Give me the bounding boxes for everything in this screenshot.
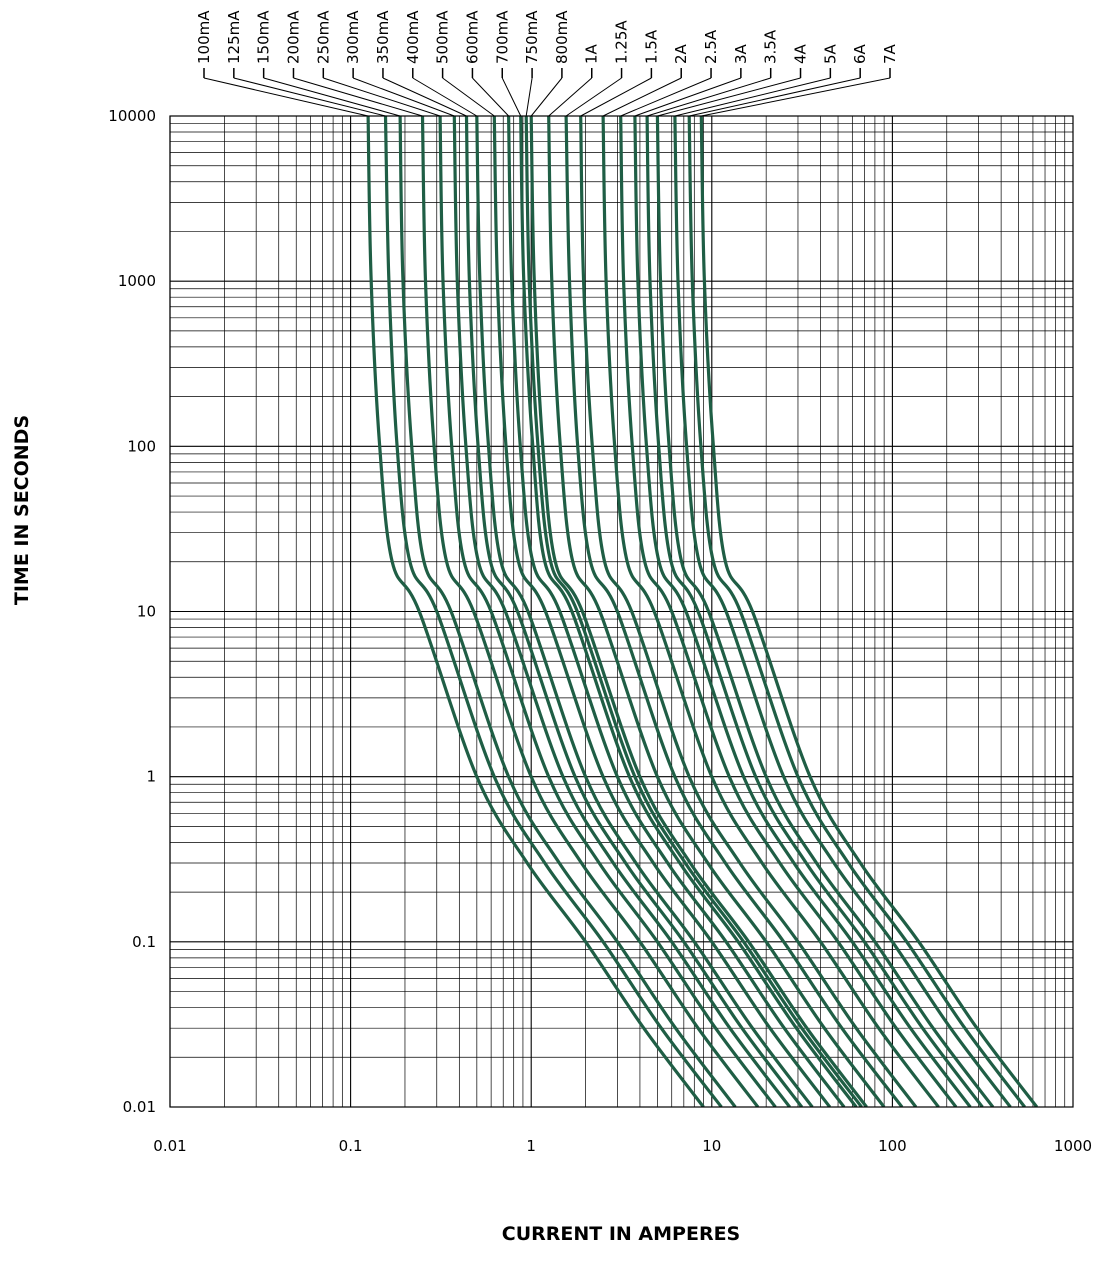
leader-line bbox=[382, 77, 467, 117]
series-label-1.25A: 1.25A bbox=[613, 20, 631, 64]
x-tick-label: 10 bbox=[702, 1137, 721, 1155]
leader-line bbox=[323, 77, 441, 117]
x-tick-label: 100 bbox=[878, 1137, 907, 1155]
series-label-800mA: 800mA bbox=[553, 10, 571, 64]
fuse-curve-200mA bbox=[420, 116, 760, 1107]
series-label-125mA: 125mA bbox=[225, 10, 243, 64]
leader-line bbox=[501, 77, 522, 117]
series-label-6A: 6A bbox=[851, 43, 869, 64]
leader-line bbox=[525, 77, 533, 117]
series-label-350mA: 350mA bbox=[374, 10, 392, 64]
fuse-curve-125mA bbox=[383, 116, 723, 1107]
series-label-400mA: 400mA bbox=[404, 10, 422, 64]
fuse-curve-700mA bbox=[519, 116, 858, 1107]
y-tick-label: 1000 bbox=[118, 272, 156, 290]
series-label-500mA: 500mA bbox=[434, 10, 452, 64]
series-label-750mA: 750mA bbox=[523, 10, 541, 64]
y-tick-label: 10000 bbox=[108, 107, 156, 125]
leader-line bbox=[674, 77, 831, 117]
series-label-2A: 2A bbox=[672, 43, 690, 64]
fuse-curve-3.5A bbox=[645, 116, 984, 1107]
y-tick-label: 1 bbox=[146, 768, 156, 786]
leader-line bbox=[580, 77, 652, 117]
y-tick-label: 100 bbox=[127, 437, 156, 455]
fuse-curve-250mA bbox=[438, 116, 777, 1107]
series-label-2.5A: 2.5A bbox=[702, 29, 720, 64]
leader-line bbox=[548, 77, 593, 117]
leader-line bbox=[293, 77, 423, 117]
fuse-curve-500mA bbox=[492, 116, 832, 1107]
x-tick-label: 1 bbox=[526, 1137, 536, 1155]
fuse-curve-1.5A bbox=[579, 116, 918, 1107]
fuse-curve-2.5A bbox=[619, 116, 958, 1107]
leader-line bbox=[620, 77, 712, 117]
leader-line bbox=[565, 77, 622, 117]
fuse-curve-6A bbox=[687, 116, 1026, 1107]
series-label-4A: 4A bbox=[792, 43, 810, 64]
y-tick-labels: 10000 1000 100 10 1 0.1 0.01 bbox=[108, 107, 156, 1116]
series-label-3.5A: 3.5A bbox=[762, 29, 780, 64]
series-label-600mA: 600mA bbox=[463, 10, 481, 64]
fuse-curve-7A bbox=[699, 116, 1039, 1107]
series-label-7A: 7A bbox=[881, 43, 899, 64]
series-label-100mA: 100mA bbox=[195, 10, 213, 64]
series-label-5A: 5A bbox=[821, 43, 839, 64]
fuse-curve-1.25A bbox=[564, 116, 904, 1107]
fuse-curves bbox=[366, 116, 1039, 1107]
series-label-300mA: 300mA bbox=[344, 10, 362, 64]
leader-line bbox=[634, 77, 742, 117]
fuse-curve-800mA bbox=[529, 116, 868, 1107]
series-label-700mA: 700mA bbox=[493, 10, 511, 64]
fuse-curve-600mA bbox=[507, 116, 846, 1107]
y-tick-label: 0.1 bbox=[132, 933, 156, 951]
fuse-curve-4A bbox=[655, 116, 995, 1107]
y-tick-label: 0.01 bbox=[123, 1098, 156, 1116]
series-label-250mA: 250mA bbox=[314, 10, 332, 64]
fuse-curve-2A bbox=[601, 116, 940, 1107]
fuse-curve-300mA bbox=[452, 116, 791, 1107]
series-label-3A: 3A bbox=[732, 43, 750, 64]
series-label-200mA: 200mA bbox=[285, 10, 303, 64]
leader-line bbox=[530, 77, 563, 117]
series-label-150mA: 150mA bbox=[255, 10, 273, 64]
fuse-curve-5A bbox=[673, 116, 1012, 1107]
y-tick-label: 10 bbox=[137, 603, 156, 621]
leader-line bbox=[472, 77, 509, 117]
series-label-1A: 1A bbox=[583, 43, 601, 64]
label-leader-lines bbox=[203, 68, 891, 117]
fuse-curve-400mA bbox=[475, 116, 814, 1107]
leader-line bbox=[602, 77, 682, 117]
leader-line bbox=[412, 77, 478, 117]
fuse-curve-1A bbox=[547, 116, 886, 1107]
fuse-curve-100mA bbox=[366, 116, 705, 1107]
leader-line bbox=[689, 77, 861, 117]
fuse-curve-350mA bbox=[464, 116, 804, 1107]
leader-line bbox=[233, 77, 386, 117]
leader-line bbox=[203, 77, 369, 117]
leader-line bbox=[646, 77, 771, 117]
leader-line bbox=[657, 77, 801, 117]
x-axis-title: CURRENT IN AMPERES bbox=[502, 1223, 740, 1245]
leader-line bbox=[263, 77, 401, 117]
series-label-1.5A: 1.5A bbox=[642, 29, 660, 64]
y-axis-title: TIME IN SECONDS bbox=[11, 415, 33, 605]
fuse-curve-3A bbox=[633, 116, 972, 1107]
leader-line bbox=[352, 77, 455, 117]
series-labels: 100mA 125mA 150mA 200mA 250mA 300mA 350mA 400mA… bbox=[195, 10, 899, 64]
x-tick-label: 1000 bbox=[1054, 1137, 1092, 1155]
leader-line bbox=[701, 77, 891, 117]
leader-line bbox=[442, 77, 495, 117]
x-tick-label: 0.01 bbox=[153, 1137, 186, 1155]
fuse-curve-750mA bbox=[524, 116, 863, 1107]
x-tick-label: 0.1 bbox=[339, 1137, 363, 1155]
fuse-curve-150mA bbox=[398, 116, 737, 1107]
x-tick-labels: 0.01 0.1 1 10 100 1000 bbox=[153, 1137, 1092, 1155]
